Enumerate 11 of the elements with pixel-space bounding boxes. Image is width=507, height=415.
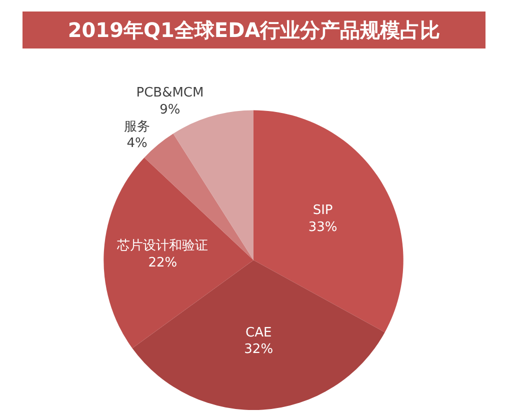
data-label: 32% bbox=[244, 342, 274, 358]
slice-label: 芯片设计和验证 bbox=[116, 238, 208, 254]
data-label: 22% bbox=[148, 255, 178, 270]
chart-title: 2019年Q1全球EDA行业分产品规模占比 bbox=[68, 18, 440, 42]
slice-label: 服务 bbox=[124, 119, 150, 134]
data-label: 9% bbox=[160, 102, 180, 118]
data-label: 33% bbox=[308, 220, 338, 236]
data-label: 4% bbox=[126, 136, 148, 152]
slice-label: PCB&MCM bbox=[136, 86, 204, 101]
slice-label: SIP bbox=[312, 203, 333, 218]
slice-label: CAE bbox=[246, 325, 272, 340]
